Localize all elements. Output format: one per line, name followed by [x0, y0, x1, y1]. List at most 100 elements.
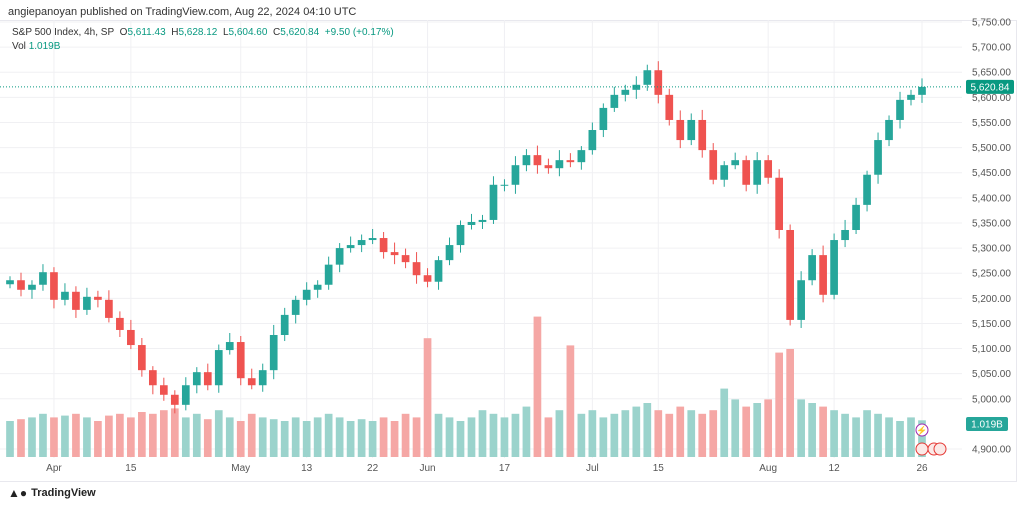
volume-bar — [291, 417, 300, 457]
volume-bar — [225, 417, 234, 457]
y-tick-label: 5,100.00 — [972, 344, 1011, 355]
candle-body — [236, 342, 245, 379]
volume-bar — [302, 421, 311, 457]
candle-body — [654, 70, 663, 95]
candle-body — [489, 184, 498, 220]
candle-body — [896, 99, 904, 120]
volume-bar — [654, 410, 663, 457]
volume-bar — [830, 410, 838, 457]
tradingview-logo[interactable]: ▲● TradingView — [8, 486, 96, 500]
volume-bar — [632, 406, 641, 457]
volume-bar — [808, 403, 816, 457]
volume-bar — [357, 419, 366, 457]
close-label: C — [273, 27, 281, 38]
volume-bar — [445, 417, 454, 457]
volume-bar — [39, 413, 47, 457]
volume-bar — [28, 417, 36, 457]
candle-body — [434, 260, 443, 282]
candle-body — [753, 160, 762, 185]
volume-bar — [555, 410, 564, 457]
volume-bar — [247, 413, 256, 457]
candle-body — [852, 204, 860, 230]
candle-body — [566, 160, 575, 163]
x-tick-label: 12 — [829, 463, 841, 474]
volume-value: 1.019B — [28, 41, 61, 52]
x-tick-label: Jul — [586, 463, 599, 474]
volume-bar — [896, 421, 904, 457]
candle-body — [456, 224, 465, 246]
x-tick-label: 17 — [499, 463, 511, 474]
candle-body — [83, 296, 91, 310]
candle-body — [511, 165, 520, 185]
candle-body — [863, 174, 871, 205]
close-value: 5,620.84 — [280, 27, 320, 38]
candle-body — [775, 177, 784, 230]
volume-bar — [709, 410, 718, 457]
candle-body — [269, 334, 278, 371]
candle-body — [159, 385, 168, 395]
volume-bar — [170, 408, 179, 457]
candle-body — [390, 252, 399, 256]
candle-body — [192, 372, 201, 386]
high-value: 5,628.12 — [178, 27, 218, 38]
candle-body — [116, 317, 124, 330]
x-tick-label: Apr — [46, 463, 62, 474]
volume-bar — [643, 403, 652, 457]
volume-label[interactable]: Vol — [12, 41, 26, 52]
candle-body — [500, 184, 509, 186]
candle-body — [423, 275, 432, 282]
y-tick-label: 5,600.00 — [972, 93, 1011, 104]
volume-bar — [566, 345, 575, 457]
candle-body — [445, 245, 454, 261]
chart-legend: S&P 500 Index, 4h, SP O5,611.43 H5,628.1… — [12, 26, 394, 54]
volume-bar — [907, 417, 915, 457]
last-price-badge — [966, 79, 1014, 94]
low-label: L — [222, 27, 229, 38]
volume-bar — [72, 413, 80, 457]
y-tick-label: 5,250.00 — [972, 269, 1011, 280]
y-tick-label: 4,900.00 — [972, 445, 1011, 456]
candle-body — [313, 284, 322, 290]
us-flag-event-icon — [915, 442, 929, 456]
last-price-label: 5,620.84 — [971, 82, 1010, 93]
y-tick-label: 5,000.00 — [972, 394, 1011, 405]
volume-bar — [269, 419, 278, 457]
volume-bar — [687, 410, 696, 457]
volume-bar — [203, 419, 212, 457]
x-tick-label: 15 — [125, 463, 137, 474]
volume-bar — [764, 399, 773, 457]
low-value: 5,604.60 — [228, 27, 268, 38]
candle-body — [764, 160, 773, 178]
lightning-glyph: ⚡ — [916, 425, 927, 437]
y-tick-label: 5,700.00 — [972, 43, 1011, 54]
candle-body — [6, 280, 14, 285]
symbol-label[interactable]: S&P 500 Index, 4h, SP — [12, 27, 115, 38]
volume-bar — [621, 410, 630, 457]
volume-bar — [731, 399, 740, 457]
us-flag-event-icon — [933, 442, 947, 456]
volume-bar — [423, 338, 432, 457]
volume-bar — [50, 417, 58, 457]
candle-body — [379, 238, 388, 253]
candle-body — [401, 255, 410, 263]
volume-bar — [61, 415, 69, 457]
candle-body — [621, 89, 630, 95]
volume-bar — [335, 417, 344, 457]
candle-body — [599, 107, 608, 131]
candle-body — [467, 221, 476, 225]
candle-body — [72, 291, 80, 310]
volume-bar — [456, 421, 465, 457]
x-tick-label: 13 — [301, 463, 313, 474]
volume-bar — [83, 417, 91, 457]
volume-bar — [401, 413, 410, 457]
change-value: +9.50 (+0.17%) — [324, 27, 394, 38]
candle-body — [247, 378, 256, 386]
candle-body — [544, 165, 553, 169]
candle-body — [841, 229, 849, 241]
candle-body — [258, 370, 267, 386]
candle-body — [797, 280, 805, 320]
volume-bar — [588, 410, 597, 457]
volume-bar — [819, 406, 827, 457]
volume-bar — [599, 417, 608, 457]
